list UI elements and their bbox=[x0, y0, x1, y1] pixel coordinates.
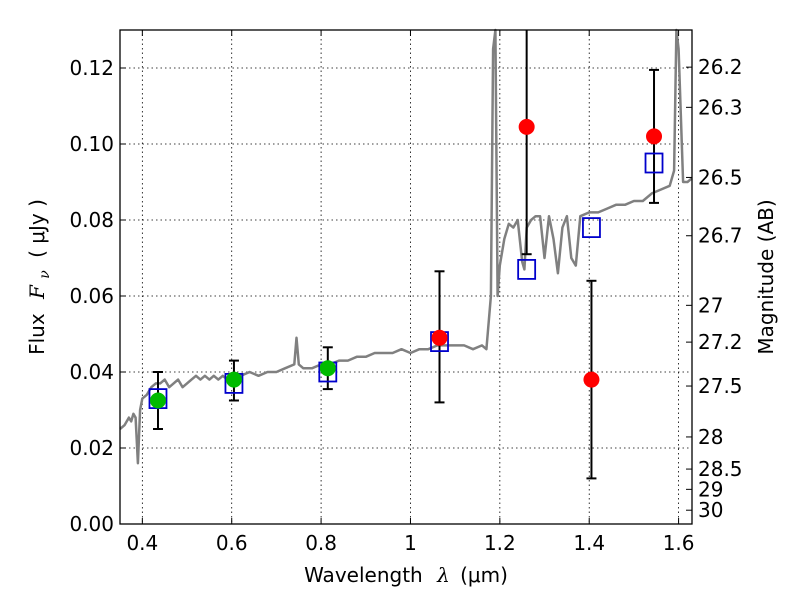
optical-detection-point bbox=[225, 371, 242, 388]
mag-tick-label: 27 bbox=[698, 293, 723, 317]
spectrum-layer bbox=[119, 28, 693, 465]
mag-tick-label: 26.7 bbox=[698, 224, 743, 248]
mag-tick-label: 27.5 bbox=[698, 374, 743, 398]
plot-frame bbox=[119, 29, 693, 525]
marker-layer bbox=[148, 118, 664, 410]
x-tick-label: 1 bbox=[404, 531, 417, 555]
model-photometry-square bbox=[582, 217, 601, 239]
y-tick-label: 0.10 bbox=[69, 132, 114, 156]
y2-axis-label: Magnitude (AB) bbox=[754, 199, 778, 354]
tick-layer: 0.4 0.6 0.8 1 1.2 1.4 1.6 0.00 0.02 0.04 0.06 0.08 0… bbox=[69, 30, 743, 555]
x-axis-label-text: Wavelength bbox=[304, 563, 423, 587]
y-tick-label: 0.04 bbox=[69, 360, 114, 384]
infrared-measurement-point bbox=[431, 329, 448, 346]
mag-tick-label: 28 bbox=[698, 425, 723, 449]
mag-tick-label: 26.5 bbox=[698, 165, 743, 189]
y-tick-label: 0.08 bbox=[69, 208, 114, 232]
mag-tick-label: 26.3 bbox=[698, 95, 743, 119]
plot-background bbox=[120, 30, 692, 524]
x-tick-label: 0.4 bbox=[126, 531, 158, 555]
mag-tick-label: 26.2 bbox=[698, 55, 743, 79]
x-axis-label-symbol: λ bbox=[436, 563, 450, 587]
y-tick-label: 0.06 bbox=[69, 284, 114, 308]
y-tick-label: 0.02 bbox=[69, 436, 114, 460]
x-axis-label-unit: (μm) bbox=[460, 563, 508, 587]
mag-tick-label: 30 bbox=[698, 498, 723, 522]
x-tick-label: 1.2 bbox=[484, 531, 516, 555]
mag-tick-label: 29 bbox=[698, 477, 723, 501]
optical-detection-point bbox=[149, 392, 166, 409]
spectrum-line bbox=[119, 28, 693, 465]
x-axis-label: Wavelength λ (μm) bbox=[304, 563, 508, 587]
infrared-measurement-point bbox=[583, 371, 600, 388]
optical-detection-point bbox=[319, 360, 336, 377]
mag-tick-label: 28.5 bbox=[698, 457, 743, 481]
x-tick-label: 1.4 bbox=[573, 531, 605, 555]
model-photometry-square bbox=[517, 258, 537, 280]
y-axis-label-unit: ( μJy ) bbox=[25, 199, 49, 258]
x-tick-label: 0.6 bbox=[216, 531, 248, 555]
model-photometry-square bbox=[644, 152, 664, 174]
y-tick-label: 0.00 bbox=[69, 512, 114, 536]
y-axis-label-symbol: F bbox=[25, 284, 49, 300]
y-tick-label: 0.12 bbox=[69, 56, 114, 80]
y-axis-label-subscript: ν bbox=[37, 270, 53, 279]
mag-tick-label: 27.2 bbox=[698, 330, 743, 354]
infrared-measurement-point bbox=[646, 128, 663, 145]
infrared-measurement-point bbox=[518, 118, 535, 135]
y-axis-label: Flux F ν ( μJy ) bbox=[25, 199, 54, 355]
x-tick-label: 1.6 bbox=[663, 531, 695, 555]
y-axis-label-text: Flux bbox=[25, 313, 49, 355]
x-tick-label: 0.8 bbox=[305, 531, 337, 555]
